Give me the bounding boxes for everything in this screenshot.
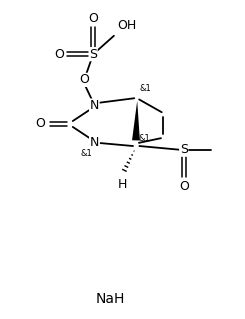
Text: &1: &1 xyxy=(81,149,93,158)
Text: N: N xyxy=(90,99,99,112)
Text: &1: &1 xyxy=(139,134,151,143)
Text: N: N xyxy=(90,136,99,149)
Text: O: O xyxy=(80,73,89,86)
Text: OH: OH xyxy=(118,19,137,32)
Text: S: S xyxy=(89,48,97,61)
Text: O: O xyxy=(179,180,189,193)
Text: NaH: NaH xyxy=(96,292,125,306)
Text: O: O xyxy=(54,48,64,61)
Text: H: H xyxy=(118,178,127,191)
Polygon shape xyxy=(132,101,140,140)
Text: &1: &1 xyxy=(139,84,151,93)
Text: S: S xyxy=(180,143,188,156)
Text: O: O xyxy=(36,117,45,130)
Text: O: O xyxy=(88,12,98,25)
